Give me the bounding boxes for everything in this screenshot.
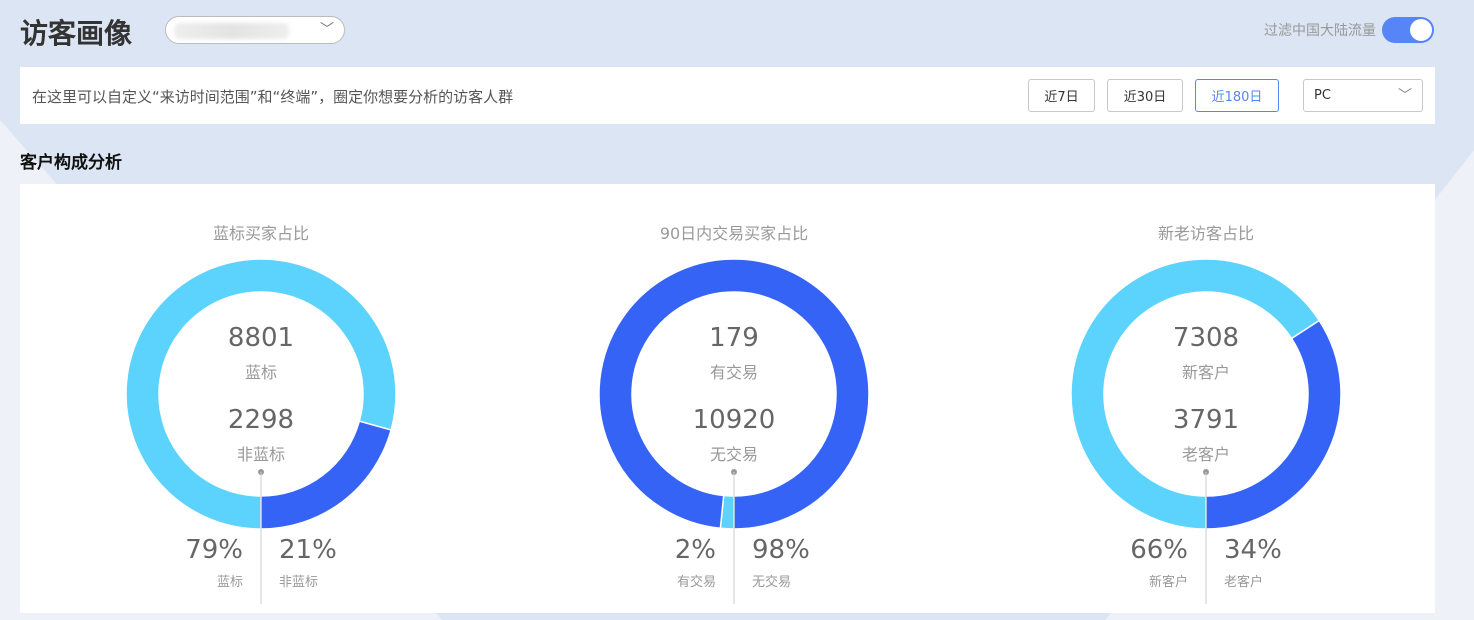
donut-slice[interactable]	[1205, 319, 1342, 530]
filter-bar: 在这里可以自定义“来访时间范围”和“终端”，圈定你想要分析的访客人群 近7日 近…	[20, 67, 1435, 124]
filter-toggle[interactable]	[1382, 17, 1434, 43]
slice-value: 7308	[1172, 323, 1240, 353]
donut-slice[interactable]	[598, 258, 870, 530]
slice-percent: 79%	[185, 535, 243, 565]
terminal-select[interactable]: PC ﹀	[1303, 79, 1423, 112]
terminal-value: PC	[1314, 88, 1331, 103]
filter-mainland: 过滤中国大陆流量	[1264, 17, 1434, 43]
slice-percent-label: 无交易	[752, 575, 792, 590]
slice-percent-label: 有交易	[676, 575, 716, 590]
chart-title: 蓝标买家占比	[212, 224, 309, 243]
composition-card: 蓝标买家占比 8801 蓝标 2298 非蓝标 79% 蓝标 21% 非蓝标 9…	[20, 184, 1435, 613]
slice-percent-label: 非蓝标	[279, 575, 319, 590]
slice-percent-label: 蓝标	[216, 575, 243, 590]
slice-percent-label: 老客户	[1224, 575, 1264, 590]
slice-value: 8801	[227, 323, 295, 353]
range-30-button[interactable]: 近30日	[1107, 79, 1183, 112]
slice-label: 无交易	[709, 445, 758, 464]
donut-slice[interactable]	[260, 420, 393, 530]
shop-select[interactable]: ﹀	[165, 16, 345, 44]
chart-title: 90日内交易买家占比	[659, 224, 809, 243]
slice-percent: 98%	[752, 535, 810, 565]
chevron-down-icon: ﹀	[320, 22, 334, 38]
donut-chart: 蓝标买家占比 8801 蓝标 2298 非蓝标 79% 蓝标 21% 非蓝标	[61, 184, 461, 613]
blurred-value	[174, 23, 289, 39]
slice-value: 3791	[1172, 405, 1240, 435]
slice-label: 新客户	[1181, 363, 1230, 382]
chart-title: 新老访客占比	[1157, 224, 1254, 243]
slice-value: 10920	[692, 405, 776, 435]
page-title: 访客画像	[20, 17, 133, 50]
donut-chart: 90日内交易买家占比 179 有交易 10920 无交易 2% 有交易 98% …	[534, 184, 934, 613]
slice-value: 179	[709, 323, 759, 353]
range-7-button[interactable]: 近7日	[1028, 79, 1095, 112]
section-title: 客户构成分析	[20, 153, 122, 173]
slice-percent: 2%	[674, 535, 716, 565]
slice-label: 有交易	[709, 363, 758, 382]
filter-label: 过滤中国大陆流量	[1264, 23, 1376, 39]
slice-percent: 34%	[1224, 535, 1282, 565]
chevron-down-icon: ﹀	[1398, 88, 1412, 104]
filter-hint: 在这里可以自定义“来访时间范围”和“终端”，圈定你想要分析的访客人群	[32, 88, 514, 106]
slice-percent-label: 新客户	[1148, 575, 1188, 590]
slice-label: 非蓝标	[236, 445, 285, 464]
donut-slice[interactable]	[1070, 258, 1321, 530]
range-180-button[interactable]: 近180日	[1195, 79, 1279, 112]
slice-value: 2298	[227, 405, 295, 435]
donut-slice[interactable]	[125, 258, 397, 530]
slice-percent: 66%	[1130, 535, 1188, 565]
donut-chart: 新老访客占比 7308 新客户 3791 老客户 66% 新客户 34% 老客户	[1006, 184, 1406, 613]
slice-percent: 21%	[279, 535, 337, 565]
slice-label: 蓝标	[244, 363, 277, 382]
slice-label: 老客户	[1181, 445, 1230, 464]
